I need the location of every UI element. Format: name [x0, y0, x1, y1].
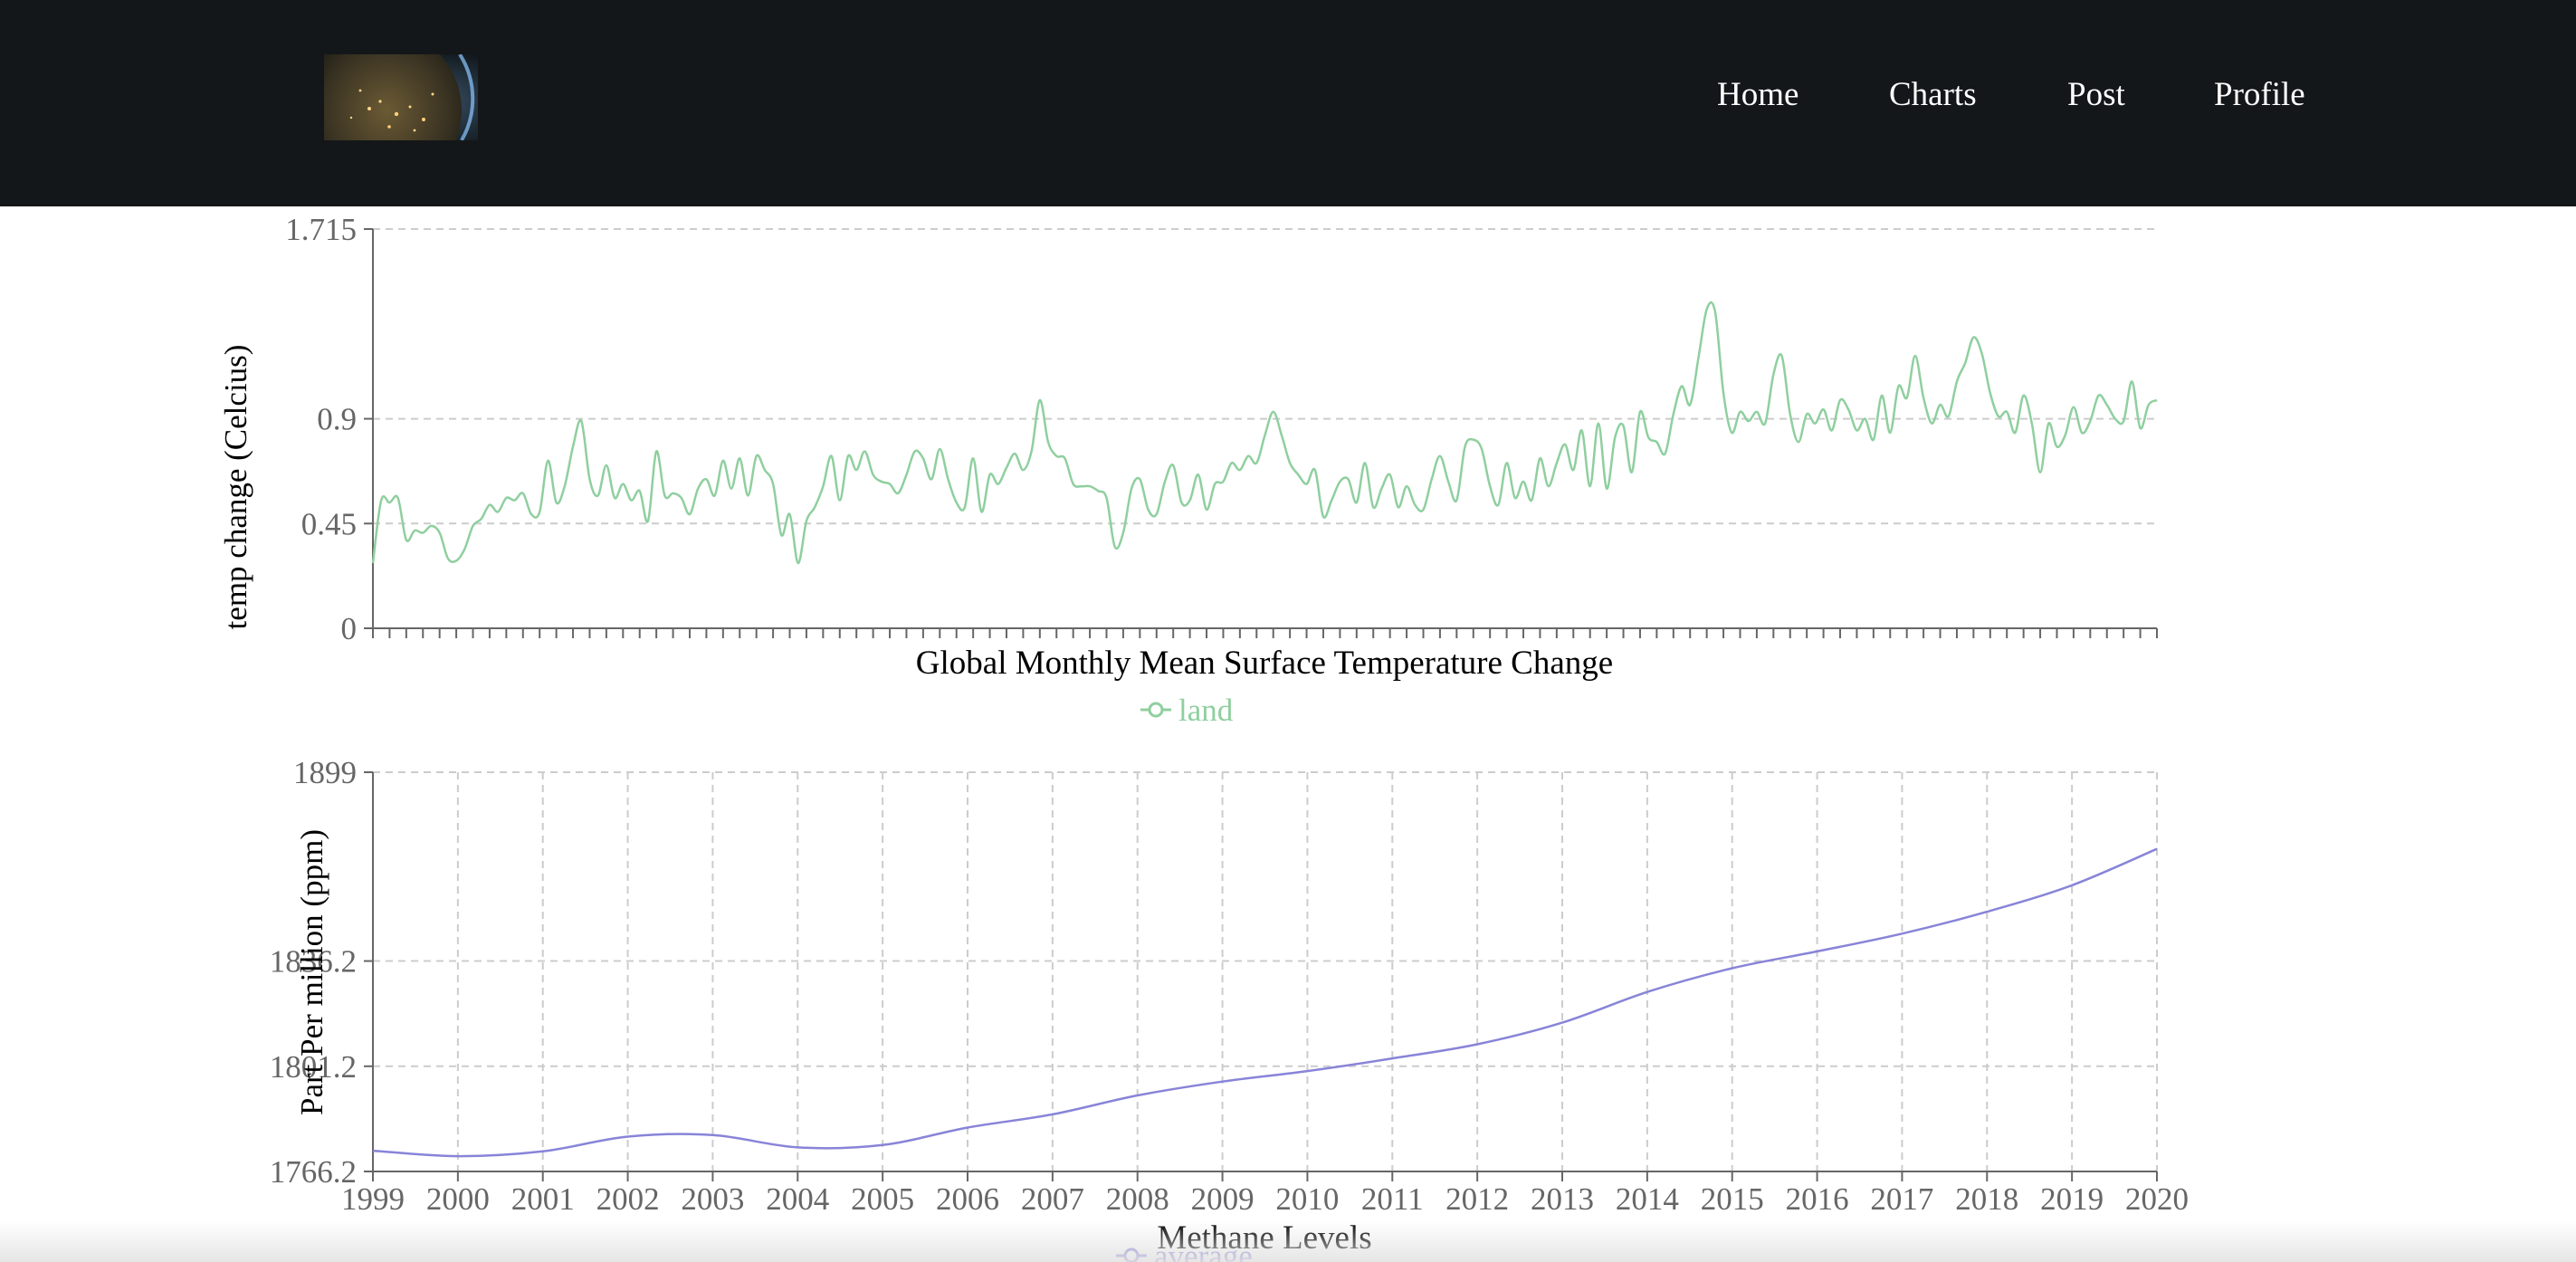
temp-y-tick-label: 1.715 — [285, 212, 357, 247]
temp-y-tick-label: 0 — [341, 611, 358, 646]
methane-chart-axes: 1766.2 1801.2 1836.2 1899 1999 2000 2001 2002 20… — [270, 755, 2189, 1217]
temperature-change-chart: 0 0.45 0.9 1.715 temp change (Celcius) Glob… — [218, 212, 2158, 728]
land-legend-icon — [1148, 702, 1164, 718]
earth-logo-image[interactable] — [324, 54, 478, 140]
methane-x-tick-label: 2006 — [936, 1181, 999, 1217]
methane-y-tick-label: 1899 — [293, 755, 357, 790]
methane-x-tick-label: 2000 — [426, 1181, 490, 1217]
temp-y-tick-label: 0.9 — [317, 402, 357, 437]
methane-x-tick-label: 2015 — [1701, 1181, 1764, 1217]
land-series-line — [371, 301, 2158, 565]
nav-charts-link[interactable]: Charts — [1889, 76, 1977, 113]
temp-y-tick-label: 0.45 — [301, 506, 357, 541]
methane-x-tick-label: 2005 — [851, 1181, 914, 1217]
methane-y-tick-label: 1766.2 — [270, 1154, 357, 1190]
average-legend-label: average — [1154, 1238, 1253, 1262]
methane-x-tick-label: 2004 — [766, 1181, 829, 1217]
nav-profile-link[interactable]: Profile — [2214, 76, 2305, 113]
methane-x-tick-label: 2001 — [511, 1181, 575, 1217]
temp-chart-grid — [373, 228, 2157, 525]
nav-home-link[interactable]: Home — [1717, 76, 1799, 113]
methane-x-tick-label: 2012 — [1445, 1181, 1509, 1217]
methane-y-axis-label: Part Per million (ppm) — [294, 829, 329, 1115]
methane-x-tick-label: 2016 — [1786, 1181, 1849, 1217]
methane-x-tick-label: 1999 — [341, 1181, 405, 1217]
top-navbar: Home Charts Post Profile — [0, 0, 2576, 206]
methane-x-tick-label: 2007 — [1021, 1181, 1084, 1217]
methane-chart-grid — [373, 771, 2158, 1171]
land-legend-label: land — [1178, 693, 1234, 728]
methane-x-tick-label: 2020 — [2125, 1181, 2189, 1217]
methane-x-tick-label: 2014 — [1616, 1181, 1679, 1217]
methane-x-tick-label: 2017 — [1870, 1181, 1933, 1217]
methane-x-tick-label: 2018 — [1955, 1181, 2018, 1217]
methane-x-tick-label: 2008 — [1106, 1181, 1169, 1217]
average-legend-icon — [1123, 1248, 1140, 1262]
nav-post-link[interactable]: Post — [2067, 76, 2125, 113]
methane-y-tick-label: 1801.2 — [270, 1049, 357, 1085]
methane-x-tick-label: 2019 — [2040, 1181, 2104, 1217]
temp-chart-axes: 0 0.45 0.9 1.715 — [285, 212, 2158, 646]
temp-legend[interactable]: land — [1140, 693, 1234, 728]
temp-y-axis-label: temp change (Celcius) — [218, 345, 253, 630]
methane-x-tick-label: 2010 — [1275, 1181, 1339, 1217]
methane-x-tick-label: 2011 — [1361, 1181, 1424, 1217]
temp-chart-title: Global Monthly Mean Surface Temperature … — [916, 645, 1613, 682]
methane-x-tick-label: 2009 — [1191, 1181, 1255, 1217]
methane-levels-chart: 1766.2 1801.2 1836.2 1899 1999 2000 2001 2002 20… — [270, 755, 2189, 1262]
methane-x-tick-label: 2003 — [681, 1181, 744, 1217]
average-series-line — [372, 847, 2158, 1158]
methane-x-tick-label: 2002 — [596, 1181, 660, 1217]
methane-x-tick-label: 2013 — [1531, 1181, 1594, 1217]
methane-y-tick-label: 1836.2 — [270, 944, 357, 980]
methane-legend[interactable]: average — [1116, 1238, 1253, 1262]
